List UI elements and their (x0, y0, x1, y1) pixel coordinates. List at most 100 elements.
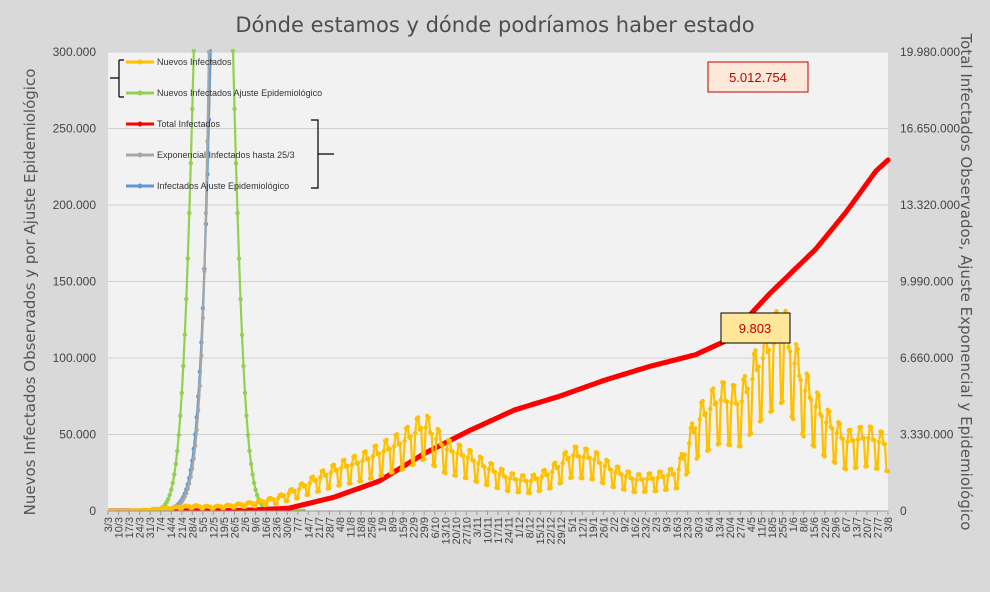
data-point (542, 467, 547, 473)
data-point (455, 451, 460, 456)
x-tick-label: 6/4 (704, 517, 716, 532)
data-point (187, 211, 192, 216)
data-point (643, 489, 648, 494)
x-tick-label: 17/11 (493, 517, 505, 544)
x-tick-label: 9/2 (619, 517, 631, 532)
x-tick-label: 8/9 (388, 517, 400, 532)
data-point (866, 435, 871, 441)
data-point (251, 480, 257, 486)
right-tick-label: 13.320.000 (900, 198, 960, 212)
x-tick-label: 24/3 (135, 517, 147, 538)
data-point (366, 456, 371, 461)
right-tick-label: 6.660.000 (900, 351, 954, 365)
data-point (795, 346, 800, 352)
data-point (507, 476, 513, 481)
data-point (548, 485, 553, 491)
data-point (188, 161, 193, 166)
data-point (423, 425, 428, 430)
data-point (792, 361, 797, 366)
data-point (882, 442, 888, 447)
data-point (735, 401, 740, 407)
series-0 (108, 308, 891, 511)
data-point (601, 481, 606, 486)
data-point (242, 390, 248, 396)
data-point (495, 485, 501, 491)
data-point (766, 347, 772, 353)
data-point (282, 493, 287, 498)
data-point (447, 438, 452, 443)
annotation-daily: 9.803 (720, 312, 791, 344)
data-point (539, 474, 544, 480)
data-point (413, 430, 418, 436)
data-point (753, 348, 758, 353)
legend-marker (137, 152, 143, 158)
data-point (253, 487, 258, 492)
data-point (787, 349, 793, 354)
x-tick-label: 1/9 (377, 517, 389, 532)
data-point (510, 471, 516, 476)
data-point (729, 400, 734, 405)
data-point (191, 456, 196, 461)
data-point (205, 139, 210, 144)
x-tick-label: 1/12 (514, 517, 526, 538)
data-point (524, 478, 529, 484)
data-point (623, 474, 629, 479)
data-point (691, 430, 696, 435)
data-point (313, 477, 318, 483)
x-tick-label: 28/4 (187, 517, 199, 538)
data-point (303, 483, 308, 488)
data-point (516, 489, 522, 495)
data-point (324, 472, 329, 477)
x-tick-label: 5/1 (567, 517, 579, 532)
annotation-daily-box (720, 312, 791, 344)
data-point (706, 447, 711, 452)
data-point (352, 453, 358, 459)
data-point (587, 455, 593, 461)
data-point (345, 463, 350, 469)
legend-marker (137, 59, 143, 65)
data-point (196, 408, 201, 413)
data-point (793, 342, 799, 347)
data-point (550, 469, 555, 475)
annotation-total-box (707, 61, 809, 93)
data-point (690, 421, 695, 426)
data-point (321, 468, 326, 473)
annotation-daily-value: 9.803 (739, 321, 772, 336)
data-point (263, 502, 269, 507)
data-point (450, 449, 455, 454)
data-point (206, 50, 211, 54)
data-point (571, 453, 576, 458)
data-point (295, 495, 300, 501)
data-point (590, 477, 596, 482)
left-axis-ticks: 0 50.000 100.000 150.000 200.000 250.000 300.0… (53, 45, 97, 518)
data-point (613, 470, 618, 475)
data-point (461, 453, 466, 458)
data-point (173, 461, 178, 467)
x-tick-label: 23/3 (683, 517, 695, 538)
x-tick-label: 6/7 (841, 517, 853, 532)
data-point (566, 455, 571, 461)
data-point (711, 386, 716, 391)
data-point (379, 473, 385, 478)
left-tick-label: 300.000 (53, 45, 97, 59)
data-point (521, 473, 526, 478)
data-point (682, 452, 687, 457)
x-tick-label: 16/2 (630, 517, 642, 538)
data-point (592, 457, 597, 462)
data-point (876, 439, 882, 445)
x-tick-label: 2/3 (651, 517, 663, 532)
x-tick-label: 19/1 (588, 517, 600, 538)
data-point (471, 458, 477, 464)
x-tick-label: 18/8 (356, 517, 368, 538)
left-tick-label: 150.000 (53, 275, 97, 289)
data-point (750, 377, 755, 382)
data-point (358, 479, 364, 484)
data-point (708, 406, 713, 411)
data-point (440, 443, 445, 448)
x-tick-label: 31/3 (145, 517, 157, 538)
data-point (538, 488, 543, 493)
data-point (182, 494, 187, 499)
data-point (703, 411, 708, 416)
right-tick-label: 19.980.000 (900, 45, 960, 59)
data-point (185, 486, 190, 491)
